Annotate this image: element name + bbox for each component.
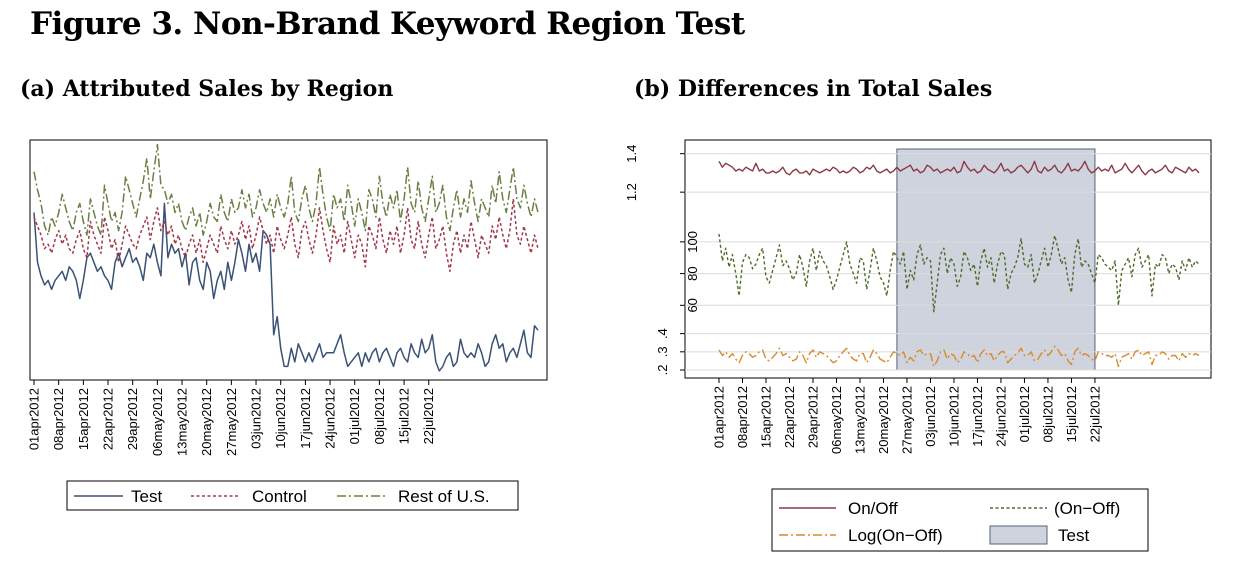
legend: On/Off (On−Off) Log(On−Off) Test bbox=[771, 488, 1149, 552]
series-line-1 bbox=[33, 198, 539, 273]
x-tick-label: 29apr2012 bbox=[805, 386, 820, 448]
panel-b-chart: 1.2 1.4 60 80 100 .2 .3 .4 01apr2012 08apr2012 15a… bbox=[624, 139, 1212, 552]
legend-label: Test bbox=[131, 487, 162, 506]
y-tick-label: .2 bbox=[655, 365, 670, 376]
x-tick-label: 15jul2012 bbox=[397, 388, 412, 444]
panel-b-title: (b) Differences in Total Sales bbox=[634, 76, 993, 102]
x-tick-label: 03jun2012 bbox=[923, 386, 938, 447]
legend-box bbox=[771, 488, 1149, 552]
x-tick-label: 01apr2012 bbox=[27, 388, 42, 450]
plot-frame bbox=[29, 139, 548, 381]
x-tick-label: 22jul2012 bbox=[1087, 386, 1102, 442]
legend-label: Rest of U.S. bbox=[398, 487, 490, 506]
x-tick-label: 01jul2012 bbox=[1017, 386, 1032, 442]
panel-a-chart: 01apr2012 08apr2012 15apr2012 22apr2012 29ap… bbox=[27, 139, 548, 511]
x-tick-label: 24jun2012 bbox=[323, 388, 338, 449]
x-tick-label: 10jun2012 bbox=[946, 386, 961, 447]
y-tick-label: .4 bbox=[655, 328, 670, 339]
x-tick-label: 08apr2012 bbox=[51, 388, 66, 450]
legend-label: Test bbox=[1058, 526, 1089, 545]
series-line-1 bbox=[718, 233, 1200, 313]
x-tick-label: 27may2012 bbox=[224, 388, 239, 456]
x-tick-label: 03jun2012 bbox=[249, 388, 264, 449]
x-tick-label: 24jun2012 bbox=[993, 386, 1008, 447]
x-tick-label: 06may2012 bbox=[829, 386, 844, 454]
legend-label: On/Off bbox=[848, 499, 898, 518]
legend-label: Control bbox=[252, 487, 307, 506]
x-tick-label: 22apr2012 bbox=[782, 386, 797, 448]
series-line-0 bbox=[33, 202, 539, 372]
x-tick-label: 08jul2012 bbox=[1040, 386, 1055, 442]
x-tick-label: 27may2012 bbox=[899, 386, 914, 454]
x-tick-label: 17jun2012 bbox=[298, 388, 313, 449]
x-tick-label: 13may2012 bbox=[852, 386, 867, 454]
y-tick-label: 100 bbox=[685, 231, 700, 253]
legend-box bbox=[66, 480, 519, 511]
x-tick-label: 06may2012 bbox=[150, 388, 165, 456]
x-tick-label: 17jun2012 bbox=[970, 386, 985, 447]
legend-label: (On−Off) bbox=[1054, 499, 1120, 518]
plot-frame bbox=[684, 139, 1212, 379]
x-tick-label: 20may2012 bbox=[199, 388, 214, 456]
series-line-2 bbox=[33, 143, 539, 236]
legend-label: Log(On−Off) bbox=[848, 526, 943, 545]
y-tick-label: 60 bbox=[685, 298, 700, 312]
legend-swatch bbox=[989, 525, 1048, 545]
x-tick-label: 01apr2012 bbox=[712, 386, 727, 448]
x-tick-label: 10jun2012 bbox=[273, 388, 288, 449]
series-line-2 bbox=[718, 345, 1200, 368]
x-tick-label: 08jul2012 bbox=[372, 388, 387, 444]
legend: Test Control Rest of U.S. bbox=[66, 480, 519, 511]
x-tick-label: 22apr2012 bbox=[101, 388, 116, 450]
x-tick-label: 08apr2012 bbox=[735, 386, 750, 448]
figure-title: Figure 3. Non-Brand Keyword Region Test bbox=[30, 6, 745, 42]
x-tick-label: 01jul2012 bbox=[347, 388, 362, 444]
x-tick-label: 13may2012 bbox=[175, 388, 190, 456]
y-tick-label: 1.2 bbox=[624, 183, 639, 201]
y-tick-label: 1.4 bbox=[624, 145, 639, 163]
x-tick-label: 15apr2012 bbox=[76, 388, 91, 450]
y-tick-label: 80 bbox=[685, 266, 700, 280]
series-line-0 bbox=[718, 160, 1200, 176]
panel-a-title: (a) Attributed Sales by Region bbox=[20, 76, 394, 102]
x-tick-label: 29apr2012 bbox=[125, 388, 140, 450]
x-tick-label: 20may2012 bbox=[876, 386, 891, 454]
x-tick-label: 15apr2012 bbox=[758, 386, 773, 448]
x-tick-label: 22jul2012 bbox=[421, 388, 436, 444]
x-tick-label: 15jul2012 bbox=[1064, 386, 1079, 442]
y-tick-label: .3 bbox=[655, 346, 670, 357]
